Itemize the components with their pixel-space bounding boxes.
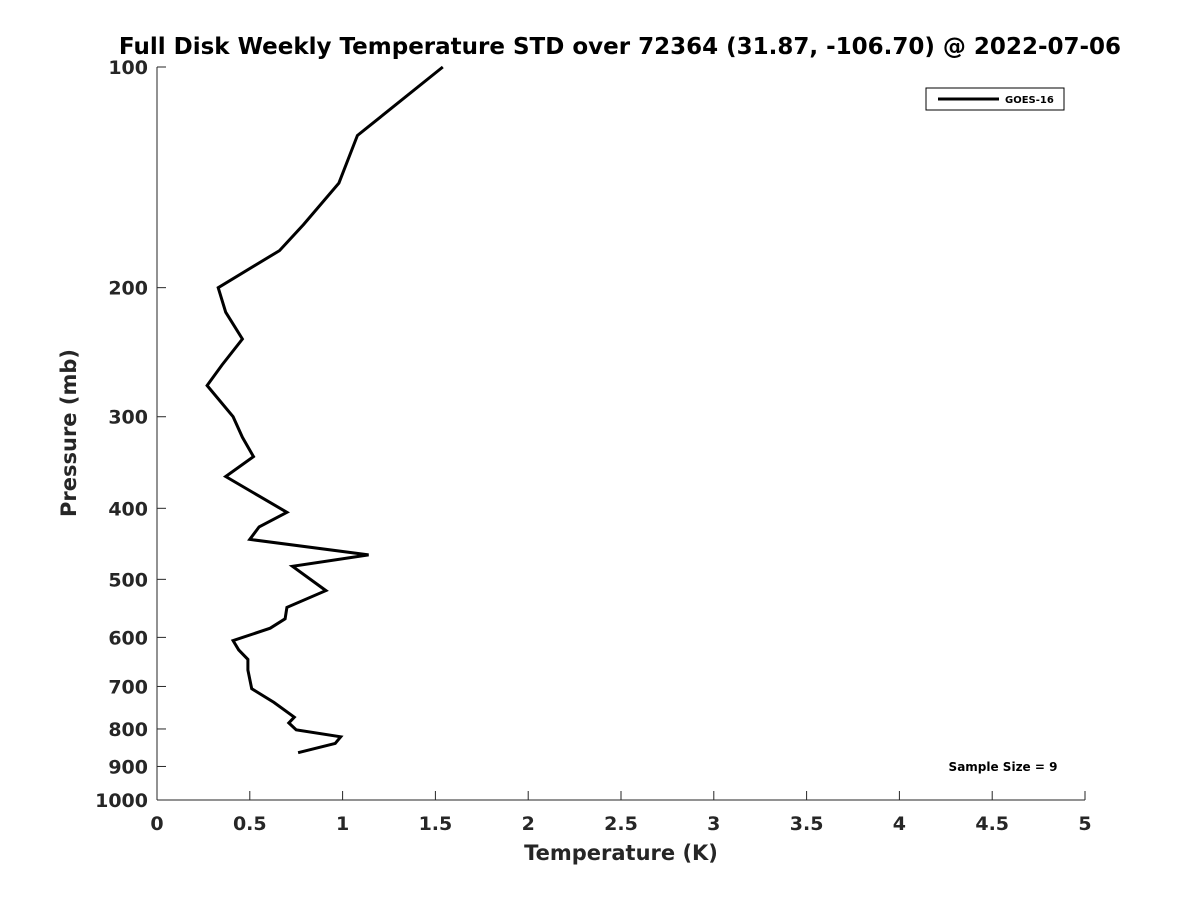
y-tick-label-6: 700 bbox=[108, 676, 148, 698]
y-tick-label-4: 500 bbox=[108, 569, 148, 591]
x-tick-label-7: 3.5 bbox=[790, 813, 824, 835]
legend: GOES-16 bbox=[925, 87, 1065, 111]
x-tick-label-10: 5 bbox=[1078, 813, 1091, 835]
y-tick-label-9: 1000 bbox=[95, 790, 148, 812]
y-tick-label-0: 100 bbox=[108, 57, 148, 79]
chart-title: Full Disk Weekly Temperature STD over 72… bbox=[119, 34, 1121, 60]
y-tick-label-8: 900 bbox=[108, 756, 148, 778]
x-tick-label-3: 1.5 bbox=[419, 813, 453, 835]
y-tick-label-1: 200 bbox=[108, 278, 148, 300]
legend-label-goes-16: GOES-16 bbox=[1005, 95, 1054, 106]
x-axis-label: Temperature (K) bbox=[524, 841, 718, 865]
x-tick-label-6: 3 bbox=[707, 813, 720, 835]
y-axis-label: Pressure (mb) bbox=[57, 349, 81, 517]
series-line-goes-16 bbox=[205, 65, 444, 755]
y-tick-label-5: 600 bbox=[108, 627, 148, 649]
x-tick-label-9: 4.5 bbox=[975, 813, 1009, 835]
x-tick-label-4: 2 bbox=[522, 813, 535, 835]
x-tick-label-8: 4 bbox=[893, 813, 906, 835]
sample-size-annotation: Sample Size = 9 bbox=[949, 760, 1058, 774]
x-tick-label-2: 1 bbox=[336, 813, 349, 835]
y-tick-label-7: 800 bbox=[108, 719, 148, 741]
y-tick-label-3: 400 bbox=[108, 498, 148, 520]
x-tick-label-0: 0 bbox=[150, 813, 163, 835]
x-tick-label-5: 2.5 bbox=[604, 813, 638, 835]
y-tick-label-2: 300 bbox=[108, 407, 148, 429]
x-tick-label-1: 0.5 bbox=[233, 813, 267, 835]
plot-area: 0 0.5 1 1.5 2 2.5 3 3.5 4 4.5 5 100 200 300 400 500 600 7… bbox=[95, 57, 1092, 835]
